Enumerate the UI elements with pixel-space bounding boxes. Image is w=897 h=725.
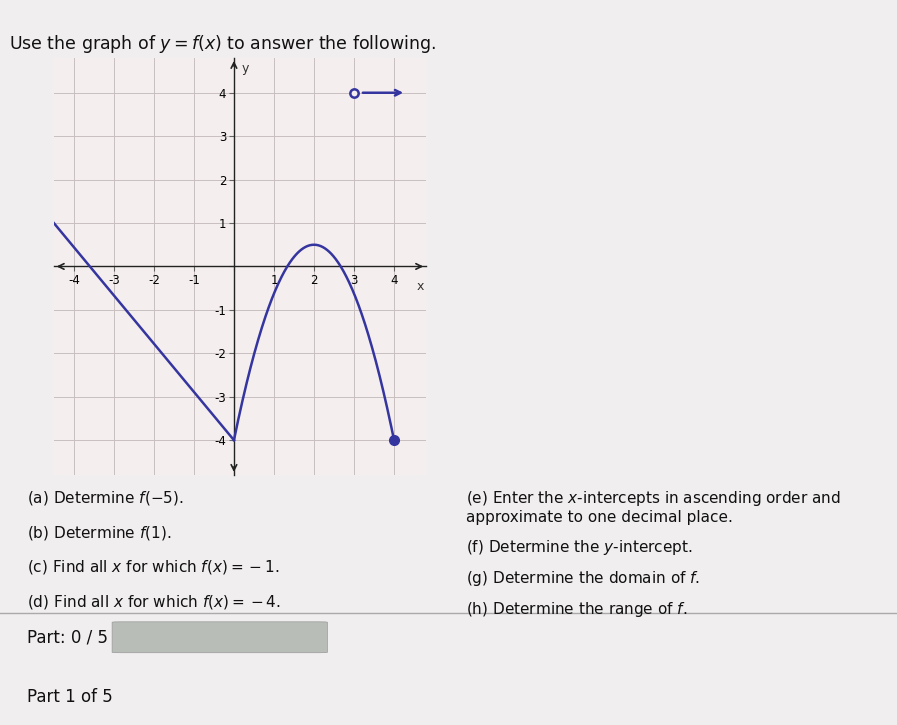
FancyBboxPatch shape (112, 622, 327, 652)
Text: Part 1 of 5: Part 1 of 5 (27, 689, 113, 706)
Text: (a) Determine $f(-5)$.: (a) Determine $f(-5)$. (27, 489, 184, 508)
Text: x: x (417, 281, 424, 294)
Text: (c) Find all $x$ for which $f(x) = -1$.: (c) Find all $x$ for which $f(x) = -1$. (27, 558, 280, 576)
Text: (b) Determine $f(1)$.: (b) Determine $f(1)$. (27, 524, 171, 542)
Text: Part: 0 / 5: Part: 0 / 5 (27, 629, 108, 646)
Text: (d) Find all $x$ for which $f(x) = -4$.: (d) Find all $x$ for which $f(x) = -4$. (27, 593, 281, 611)
Text: (g) Determine the domain of $f$.: (g) Determine the domain of $f$. (466, 569, 701, 588)
Text: (h) Determine the range of $f$.: (h) Determine the range of $f$. (466, 600, 688, 619)
Text: approximate to one decimal place.: approximate to one decimal place. (466, 510, 734, 525)
Text: (e) Enter the $x$-intercepts in ascending order and: (e) Enter the $x$-intercepts in ascendin… (466, 489, 841, 508)
Text: Use the graph of $y = f(x)$ to answer the following.: Use the graph of $y = f(x)$ to answer th… (9, 33, 436, 54)
Text: y: y (241, 62, 248, 75)
Text: (f) Determine the $y$-intercept.: (f) Determine the $y$-intercept. (466, 538, 692, 557)
